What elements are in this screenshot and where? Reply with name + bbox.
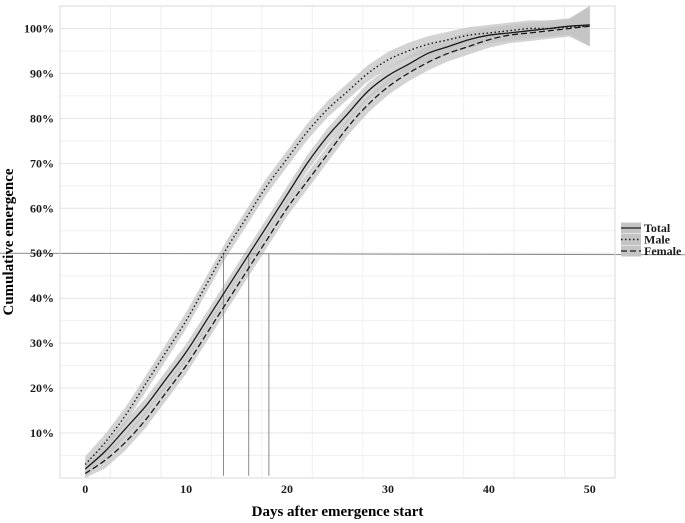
reference-lines: [0, 252, 685, 476]
legend-label-male: Male: [644, 233, 671, 247]
series-line-female: [84, 25, 590, 475]
x-tick-label: 40: [483, 482, 495, 496]
legend-label-female: Female: [644, 244, 682, 258]
plot-frame: [59, 5, 616, 479]
y-tick-label: 60%: [30, 201, 54, 215]
legend-key-band-male: [621, 234, 641, 245]
x-tick-label: 20: [281, 482, 293, 496]
y-tick-label: 10%: [30, 426, 54, 440]
y-tick-labels: 10% 20% 30% 40% 50% 60% 70% 80% 90% 100%: [24, 21, 54, 440]
series-line-total: [84, 24, 590, 470]
x-tick-labels: 0 10 20 30 40 50: [82, 482, 596, 496]
y-tick-label: 30%: [30, 336, 54, 350]
x-tick-label: 0: [82, 482, 88, 496]
x-tick-label: 30: [382, 482, 394, 496]
x-tick-label: 50: [584, 482, 596, 496]
y-axis-title: Cumulative emergence: [1, 168, 17, 315]
series-lines: [84, 24, 590, 475]
y-tick-label: 90%: [30, 66, 54, 80]
y-tick-label: 50%: [30, 246, 54, 260]
y-tick-label: 80%: [30, 111, 54, 125]
reference-line-50pct: [0, 252, 685, 256]
x-axis-title: Days after emergence start: [252, 504, 424, 520]
y-tick-label: 20%: [30, 381, 54, 395]
series-line-male: [84, 25, 590, 465]
y-tick-label: 40%: [30, 291, 54, 305]
y-tick-label: 70%: [30, 156, 54, 170]
y-tick-label: 100%: [24, 21, 54, 35]
legend-label-total: Total: [644, 221, 671, 235]
x-tick-label: 10: [180, 482, 192, 496]
